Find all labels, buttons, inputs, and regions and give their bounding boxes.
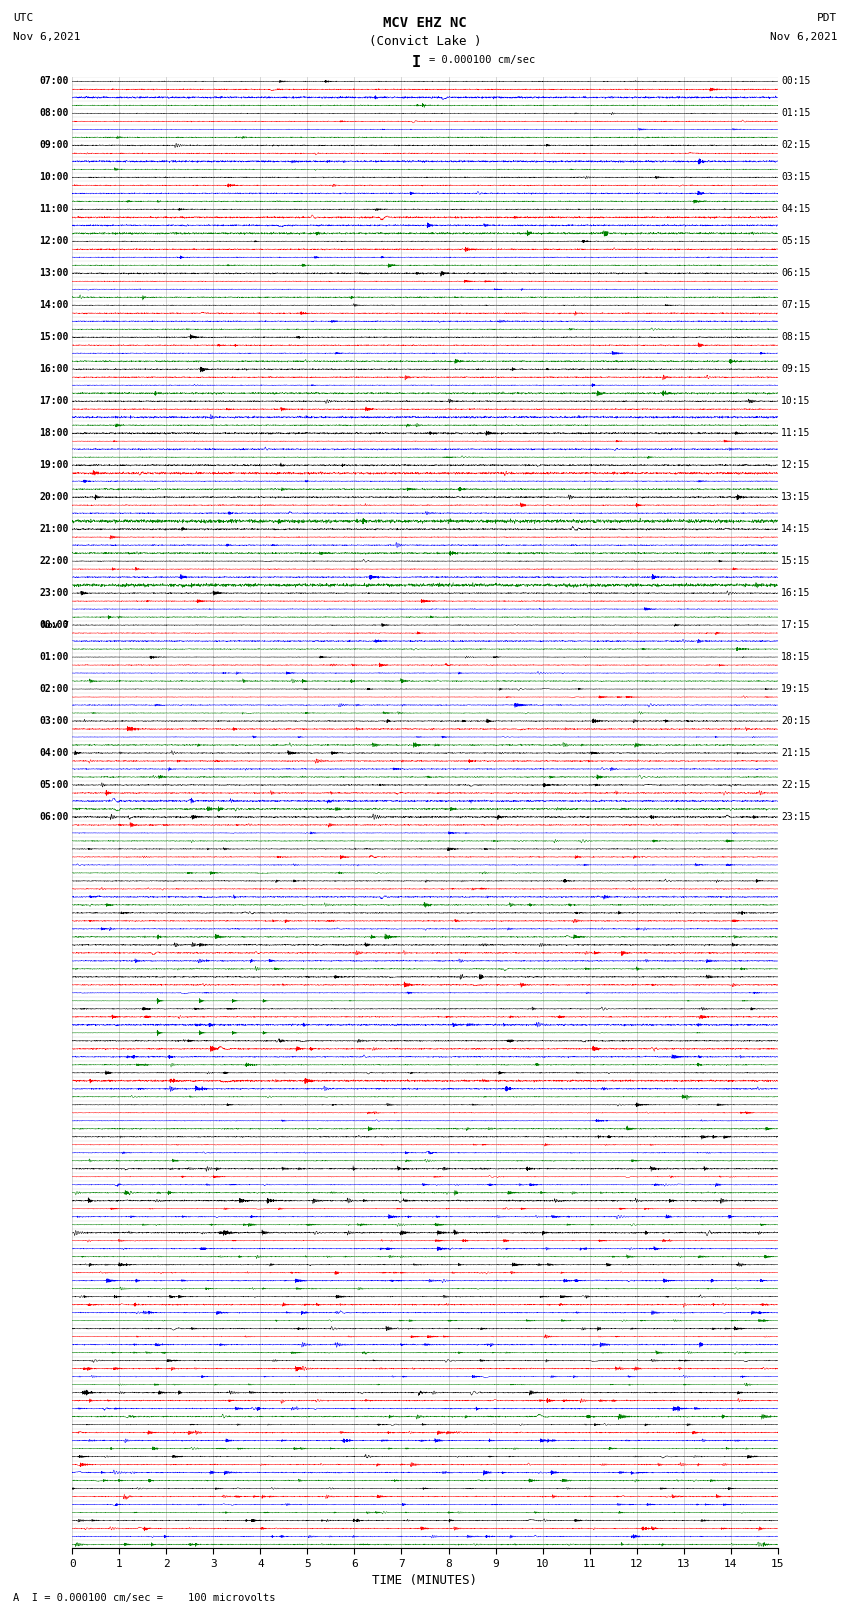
Text: 02:15: 02:15	[781, 140, 811, 150]
Text: 19:00: 19:00	[39, 460, 69, 469]
Text: 22:15: 22:15	[781, 781, 811, 790]
Text: 13:15: 13:15	[781, 492, 811, 502]
Text: 17:00: 17:00	[39, 397, 69, 406]
Text: 11:00: 11:00	[39, 205, 69, 215]
Text: 06:15: 06:15	[781, 268, 811, 279]
Text: Nov 7: Nov 7	[42, 621, 69, 631]
Text: 10:15: 10:15	[781, 397, 811, 406]
Text: 02:00: 02:00	[39, 684, 69, 694]
Text: 07:15: 07:15	[781, 300, 811, 310]
Text: 19:15: 19:15	[781, 684, 811, 694]
Text: 05:00: 05:00	[39, 781, 69, 790]
Text: 01:15: 01:15	[781, 108, 811, 118]
Text: 15:15: 15:15	[781, 556, 811, 566]
Text: 03:00: 03:00	[39, 716, 69, 726]
Text: 00:00: 00:00	[39, 619, 69, 631]
Text: 09:00: 09:00	[39, 140, 69, 150]
Text: A  I = 0.000100 cm/sec =    100 microvolts: A I = 0.000100 cm/sec = 100 microvolts	[13, 1594, 275, 1603]
Text: 00:15: 00:15	[781, 76, 811, 87]
Text: 14:15: 14:15	[781, 524, 811, 534]
Text: 09:15: 09:15	[781, 365, 811, 374]
Text: I: I	[412, 55, 421, 69]
Text: 04:00: 04:00	[39, 748, 69, 758]
Text: 12:15: 12:15	[781, 460, 811, 469]
Text: 21:00: 21:00	[39, 524, 69, 534]
Text: 23:15: 23:15	[781, 811, 811, 823]
Text: 22:00: 22:00	[39, 556, 69, 566]
Text: 11:15: 11:15	[781, 427, 811, 439]
Text: 18:15: 18:15	[781, 652, 811, 661]
Text: 16:00: 16:00	[39, 365, 69, 374]
Text: 23:00: 23:00	[39, 589, 69, 598]
Text: 14:00: 14:00	[39, 300, 69, 310]
Text: 05:15: 05:15	[781, 237, 811, 247]
Text: = 0.000100 cm/sec: = 0.000100 cm/sec	[429, 55, 536, 65]
X-axis label: TIME (MINUTES): TIME (MINUTES)	[372, 1574, 478, 1587]
Text: 12:00: 12:00	[39, 237, 69, 247]
Text: 17:15: 17:15	[781, 619, 811, 631]
Text: 07:00: 07:00	[39, 76, 69, 87]
Text: 18:00: 18:00	[39, 427, 69, 439]
Text: 04:15: 04:15	[781, 205, 811, 215]
Text: (Convict Lake ): (Convict Lake )	[369, 35, 481, 48]
Text: 06:00: 06:00	[39, 811, 69, 823]
Text: UTC: UTC	[13, 13, 33, 23]
Text: 15:00: 15:00	[39, 332, 69, 342]
Text: 13:00: 13:00	[39, 268, 69, 279]
Text: MCV EHZ NC: MCV EHZ NC	[383, 16, 467, 31]
Text: 21:15: 21:15	[781, 748, 811, 758]
Text: 16:15: 16:15	[781, 589, 811, 598]
Text: PDT: PDT	[817, 13, 837, 23]
Text: 08:00: 08:00	[39, 108, 69, 118]
Text: 08:15: 08:15	[781, 332, 811, 342]
Text: 10:00: 10:00	[39, 173, 69, 182]
Text: Nov 6,2021: Nov 6,2021	[770, 32, 837, 42]
Text: 03:15: 03:15	[781, 173, 811, 182]
Text: 20:00: 20:00	[39, 492, 69, 502]
Text: 01:00: 01:00	[39, 652, 69, 661]
Text: Nov 6,2021: Nov 6,2021	[13, 32, 80, 42]
Text: 20:15: 20:15	[781, 716, 811, 726]
